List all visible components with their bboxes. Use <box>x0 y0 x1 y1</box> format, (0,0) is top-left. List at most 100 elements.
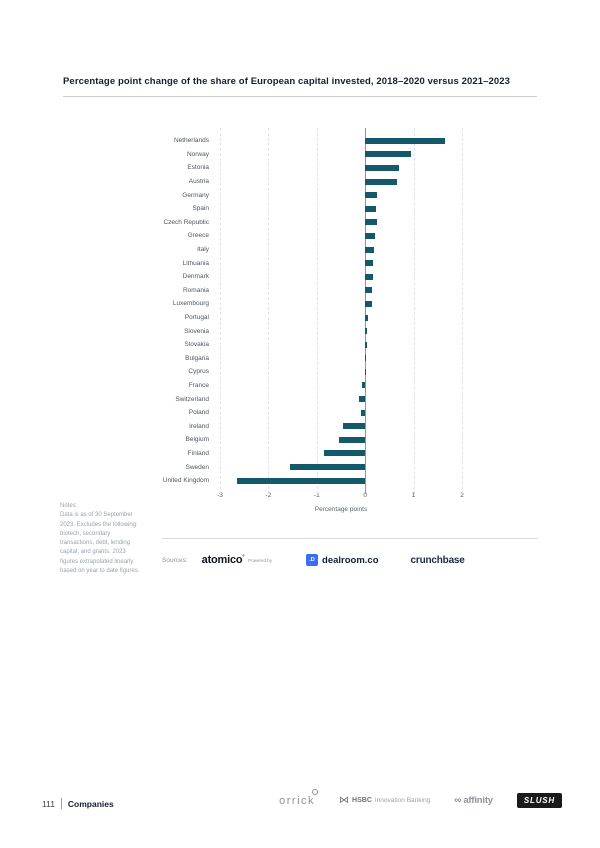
bar-track <box>220 188 462 202</box>
x-tick-label: 0 <box>363 492 367 500</box>
bar-poland <box>360 409 366 416</box>
bar-track <box>220 379 462 393</box>
bar-track <box>220 460 462 474</box>
bar-bulgaria <box>365 355 367 362</box>
x-tick-label: 1 <box>411 492 416 500</box>
bar-luxembourg <box>365 300 373 307</box>
country-label: Bulgaria <box>185 354 209 362</box>
notes-heading: Notes: <box>60 503 78 509</box>
chart-row: Germany <box>63 188 483 202</box>
page-footer-left: 111 Companies <box>42 798 114 809</box>
gridline <box>316 128 318 494</box>
chart-row: Belgium <box>63 433 483 447</box>
country-label: United Kingdom <box>162 477 209 485</box>
chart-row: France <box>63 379 483 393</box>
slush-logo: SLUSH <box>516 793 562 808</box>
chart-row: Austria <box>63 175 483 189</box>
bar-track <box>220 256 462 270</box>
chart-row: Sweden <box>63 460 483 474</box>
country-label: Czech Republic <box>163 218 209 226</box>
chart-row: Czech Republic <box>63 216 483 230</box>
country-label: Greece <box>187 232 209 240</box>
bar-belgium <box>338 436 366 443</box>
hsbc-hexagon-icon: ⋈ <box>339 794 350 806</box>
country-label: Spain <box>192 205 209 213</box>
country-label: Netherlands <box>173 137 209 145</box>
country-label: Belgium <box>185 436 209 444</box>
country-label: Ireland <box>189 422 209 430</box>
chart-row: Finland <box>63 447 483 461</box>
chart-row: United Kingdom <box>63 474 483 488</box>
chart-row: Ireland <box>63 419 483 433</box>
partner-logos: orrick ⋈ HSBC Innovation Banking ∞ affin… <box>279 788 562 808</box>
bar-lithuania <box>365 260 373 267</box>
affinity-wordmark: affinity <box>463 795 493 806</box>
bar-denmark <box>365 273 373 280</box>
chart-row: Estonia <box>63 161 483 175</box>
bar-portugal <box>365 314 369 321</box>
bar-greece <box>365 232 375 239</box>
bar-track <box>220 134 462 148</box>
country-label: Italy <box>197 246 209 254</box>
bar-track <box>220 338 462 352</box>
country-label: Denmark <box>182 273 209 281</box>
section-label: Companies <box>67 798 114 809</box>
chart-row: Norway <box>63 148 483 162</box>
bar-track <box>220 243 462 257</box>
bar-track <box>220 284 462 298</box>
bar-track <box>220 433 462 447</box>
country-label: France <box>188 381 209 389</box>
gridline <box>268 128 270 494</box>
x-axis: -3 -2 -1 0 1 2 <box>217 492 464 502</box>
bar-track <box>220 297 462 311</box>
crunchbase-logo: crunchbase <box>410 554 465 566</box>
bar-germany <box>365 192 378 199</box>
orrick-ring-icon <box>312 788 319 795</box>
country-label: Estonia <box>187 164 209 172</box>
x-axis-title: Percentage points <box>314 506 368 514</box>
chart-row: Cyprus <box>63 365 483 379</box>
chart-row: Italy <box>63 243 483 257</box>
bar-netherlands <box>365 137 446 144</box>
bar-track <box>220 270 462 284</box>
country-label: Sweden <box>185 463 210 471</box>
bar-track <box>220 419 462 433</box>
country-label: Lithuania <box>182 259 209 267</box>
gridline <box>413 128 415 494</box>
chart-row: Slovakia <box>63 338 483 352</box>
x-tick-label: -1 <box>313 492 320 500</box>
chart-row: Switzerland <box>63 392 483 406</box>
country-label: Finland <box>187 449 209 457</box>
chart-row: Slovenia <box>63 324 483 338</box>
hsbc-suffix: Innovation Banking <box>374 797 431 804</box>
country-label: Portugal <box>184 314 209 322</box>
chart-notes: Notes: Data is as of 30 September 2023. … <box>60 502 142 576</box>
page-number: 111 <box>42 798 55 809</box>
bar-track <box>220 392 462 406</box>
bar-france <box>362 382 366 389</box>
bar-norway <box>365 151 412 158</box>
atomico-mark: ° <box>242 554 245 561</box>
bar-track <box>220 311 462 325</box>
dealroom-wordmark: dealroom.co <box>322 554 379 566</box>
x-tick-label: 2 <box>460 492 464 500</box>
powered-by-label: Powered by <box>248 557 273 563</box>
bar-slovenia <box>365 328 367 335</box>
title-divider <box>63 96 537 97</box>
gridline <box>220 128 221 494</box>
chart-row: Romania <box>63 284 483 298</box>
chart-rows: Netherlands Norway Estonia Austria Germany Sp… <box>63 134 483 487</box>
dealroom-icon: .D <box>306 554 319 566</box>
country-label: Switzerland <box>175 395 209 403</box>
bar-track <box>220 365 462 379</box>
orrick-logo: orrick <box>279 788 319 807</box>
chart-row: Bulgaria <box>63 352 483 366</box>
bar-track <box>220 161 462 175</box>
bar-track <box>220 447 462 461</box>
bar-sweden <box>290 464 366 471</box>
bar-track <box>220 175 462 189</box>
hsbc-logo: ⋈ HSBC Innovation Banking <box>339 794 431 806</box>
country-label: Austria <box>188 178 209 186</box>
sources-bar: Sources: atomico° Powered by .D dealroom… <box>162 538 538 566</box>
